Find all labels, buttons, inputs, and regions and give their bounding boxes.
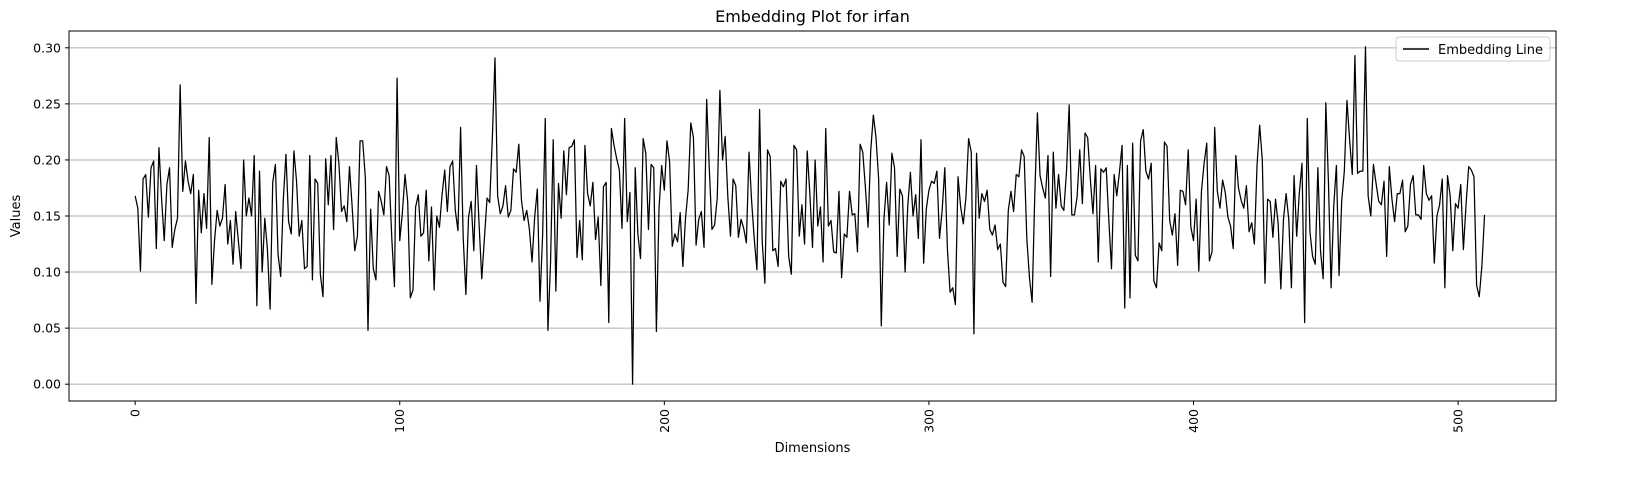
y-tick-label: 0.05 <box>33 321 61 336</box>
y-axis-label: Values <box>9 195 24 238</box>
legend: Embedding Line <box>1395 36 1551 62</box>
tick-marks: 0.00 0.05 0.10 0.15 0.20 0.25 0.30 0 100 200 300 40… <box>33 40 1465 433</box>
series-line-embedding-line <box>134 46 1486 385</box>
chart-title: Embedding Plot for irfan <box>715 7 910 26</box>
y-tick-label: 0.10 <box>33 265 61 280</box>
x-axis-label: Dimensions <box>775 441 851 456</box>
x-tick-label: 400 <box>1186 409 1201 433</box>
x-tick-label: 0 <box>128 409 143 417</box>
y-tick-label: 0.20 <box>33 152 61 167</box>
x-tick-label: 200 <box>657 409 672 433</box>
x-tick-label: 100 <box>392 409 407 433</box>
plot-area <box>134 46 1486 385</box>
y-tick-label: 0.00 <box>33 377 61 392</box>
x-tick-label: 500 <box>1451 409 1466 433</box>
plot-frame <box>68 30 1557 402</box>
x-tick-label: 300 <box>921 409 936 433</box>
legend-box <box>1395 36 1551 62</box>
y-tick-label: 0.25 <box>33 96 61 111</box>
legend-label-embedding-line: Embedding Line <box>1438 43 1543 58</box>
grid-lines <box>69 47 1556 385</box>
y-tick-label: 0.15 <box>33 209 61 224</box>
y-tick-label: 0.30 <box>33 40 61 55</box>
